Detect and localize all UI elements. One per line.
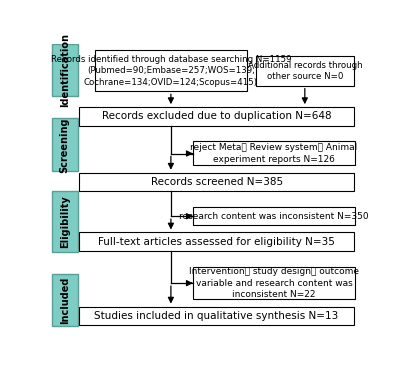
Text: Records excluded due to duplication N=648: Records excluded due to duplication N=64… xyxy=(102,111,332,121)
Text: Full-text articles assessed for eligibility N=35: Full-text articles assessed for eligibil… xyxy=(98,237,335,247)
Bar xyxy=(80,306,354,325)
Text: Eligibility: Eligibility xyxy=(60,195,70,248)
Text: Screening: Screening xyxy=(60,117,70,172)
Bar xyxy=(80,172,354,191)
Bar xyxy=(52,44,78,96)
Text: Intervention、 study design、 outcome
variable and research content was
inconsiste: Intervention、 study design、 outcome vari… xyxy=(189,267,359,299)
Bar xyxy=(193,207,355,225)
Bar xyxy=(193,267,355,299)
Text: Identification: Identification xyxy=(60,33,70,107)
Bar xyxy=(80,232,354,251)
Text: Records screened N=385: Records screened N=385 xyxy=(150,177,283,187)
Text: Included: Included xyxy=(60,276,70,324)
Bar xyxy=(52,118,78,171)
Bar xyxy=(256,56,354,86)
Text: research content was inconsistent N=350: research content was inconsistent N=350 xyxy=(179,212,369,221)
Text: Additional records through
other source N=0: Additional records through other source … xyxy=(248,61,362,81)
Bar xyxy=(52,274,78,326)
Text: reject Meta、 Review system、 Animal
experiment reports N=126: reject Meta、 Review system、 Animal exper… xyxy=(190,143,358,164)
Text: Records identified through database searching N=1159
(Pubmed=90;Embase=257;WOS=1: Records identified through database sear… xyxy=(51,55,291,87)
Bar xyxy=(80,107,354,125)
Bar xyxy=(95,50,247,91)
Bar xyxy=(52,191,78,252)
Text: Studies included in qualitative synthesis N=13: Studies included in qualitative synthesi… xyxy=(94,311,339,321)
Bar xyxy=(193,141,355,165)
